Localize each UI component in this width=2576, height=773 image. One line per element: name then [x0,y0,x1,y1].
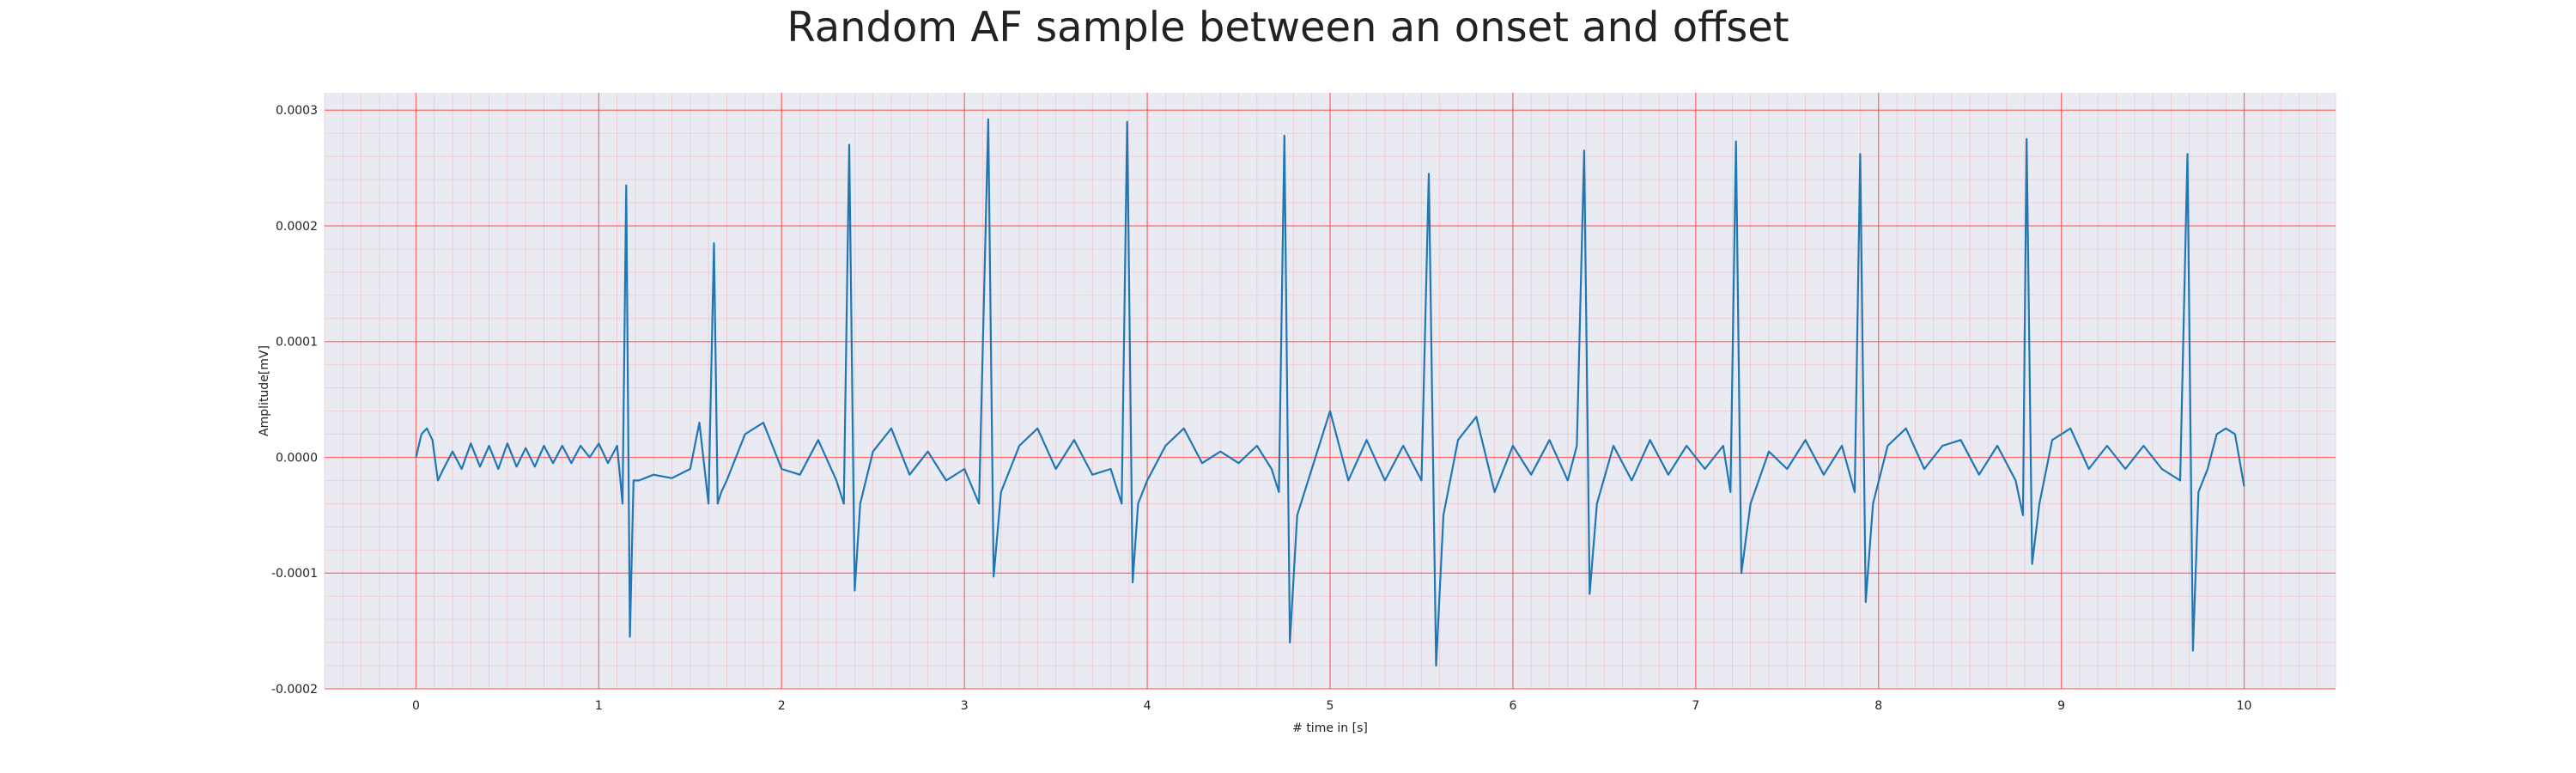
y-tick-label: 0.0001 [276,336,318,350]
x-tick-label: 1 [595,699,603,713]
y-tick-labels: -0.0002 -0.0001 0.0000 0.0001 0.0002 0.0003 [271,104,318,697]
x-tick-label: 9 [2057,699,2065,713]
major-grid [325,93,2336,690]
x-tick-label: 10 [2237,699,2252,713]
chart-title: Random AF sample between an onset and of… [787,3,1789,52]
y-axis-label: Amplitude[mV] [258,345,271,436]
x-tick-label: 3 [961,699,969,713]
y-tick-label: -0.0001 [271,567,318,581]
x-tick-label: 8 [1874,699,1882,713]
x-tick-label: 6 [1509,699,1516,713]
x-tick-label: 7 [1692,699,1699,713]
x-axis-label: # time in [s] [1292,721,1368,735]
x-tick-label: 4 [1144,699,1151,713]
x-tick-label: 5 [1327,699,1334,713]
x-tick-label: 0 [412,699,420,713]
x-tick-labels: 0 1 2 3 4 5 6 7 8 9 10 [412,699,2251,713]
y-tick-label: 0.0000 [276,451,318,465]
y-tick-label: -0.0002 [271,683,318,697]
ecg-series-line [415,118,2245,667]
y-tick-label: 0.0003 [276,104,318,118]
series-group [415,118,2245,667]
x-tick-label: 2 [778,699,786,713]
y-tick-label: 0.0002 [276,220,318,234]
